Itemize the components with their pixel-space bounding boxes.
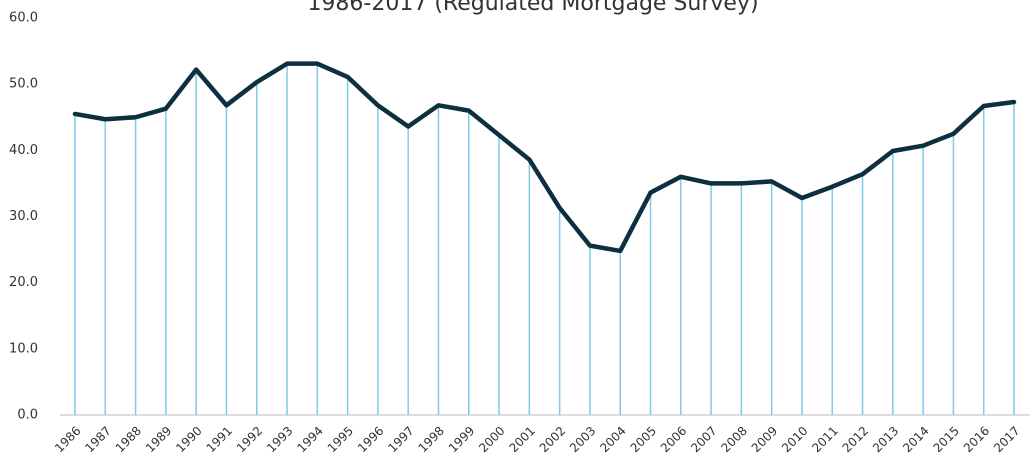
- x-tick-label: 1993: [264, 424, 295, 455]
- x-tick-label: 1992: [234, 424, 265, 455]
- x-tick-label: 2009: [749, 424, 780, 455]
- x-tick-label: 2006: [658, 424, 689, 455]
- y-tick-label: 10.0: [9, 341, 38, 356]
- y-tick-label: 20.0: [9, 275, 38, 290]
- chart-title: 1986-2017 (Regulated Mortgage Survey): [307, 0, 758, 16]
- x-tick-label: 2016: [961, 424, 992, 455]
- line: [72, 61, 1017, 254]
- x-tick-label: 1986: [52, 424, 83, 455]
- x-tick-label: 1987: [82, 424, 113, 455]
- x-tick-label: 2003: [567, 424, 598, 455]
- x-tick-label: 1988: [113, 424, 144, 455]
- x-tick-label: 2015: [931, 424, 962, 455]
- x-tick-label: 1999: [446, 424, 477, 455]
- x-tick-label: 2001: [506, 424, 537, 455]
- x-tick-label: 2017: [991, 424, 1022, 455]
- x-tick-label: 2013: [870, 424, 901, 455]
- x-tick-label: 1989: [143, 424, 174, 455]
- x-tick-label: 2010: [779, 424, 810, 455]
- x-tick-label: 2008: [718, 424, 749, 455]
- x-tick-label: 2005: [628, 424, 659, 455]
- x-tick-label: 1990: [173, 424, 204, 455]
- x-tick-label: 2002: [537, 424, 568, 455]
- x-tick-label: 1995: [325, 424, 356, 455]
- y-tick-label: 0.0: [17, 408, 38, 423]
- x-tick-label: 2000: [476, 424, 507, 455]
- x-tick-label: 1998: [416, 424, 447, 455]
- x-tick-label: 2007: [688, 424, 719, 455]
- y-tick-label: 30.0: [9, 209, 38, 224]
- x-tick-label: 1996: [355, 424, 386, 455]
- x-tick-label: 2014: [900, 424, 931, 455]
- x-tick-label: 1997: [385, 424, 416, 455]
- x-tick-label: 1994: [294, 424, 325, 455]
- x-tick-label: 2011: [809, 424, 840, 455]
- y-tick-label: 50.0: [9, 77, 38, 92]
- x-tick-label: 1991: [204, 424, 235, 455]
- x-tick-label: 2004: [597, 424, 628, 455]
- y-tick-label: 60.0: [9, 11, 38, 26]
- x-tick-label: 2012: [840, 424, 871, 455]
- y-tick-label: 40.0: [9, 143, 38, 158]
